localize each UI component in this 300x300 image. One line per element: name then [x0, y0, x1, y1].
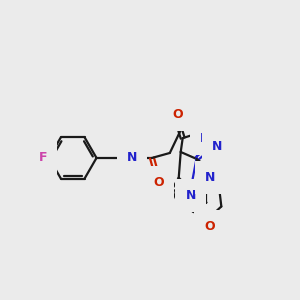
Text: O: O [172, 108, 183, 121]
Text: N: N [127, 152, 137, 164]
Text: F: F [39, 152, 47, 164]
Text: N: N [205, 171, 216, 184]
Text: N: N [213, 163, 224, 176]
Text: H: H [128, 146, 137, 156]
Text: O: O [204, 220, 215, 233]
Text: N: N [200, 132, 211, 145]
Text: O: O [154, 176, 164, 189]
Text: N: N [212, 140, 223, 152]
Text: N: N [185, 189, 196, 202]
